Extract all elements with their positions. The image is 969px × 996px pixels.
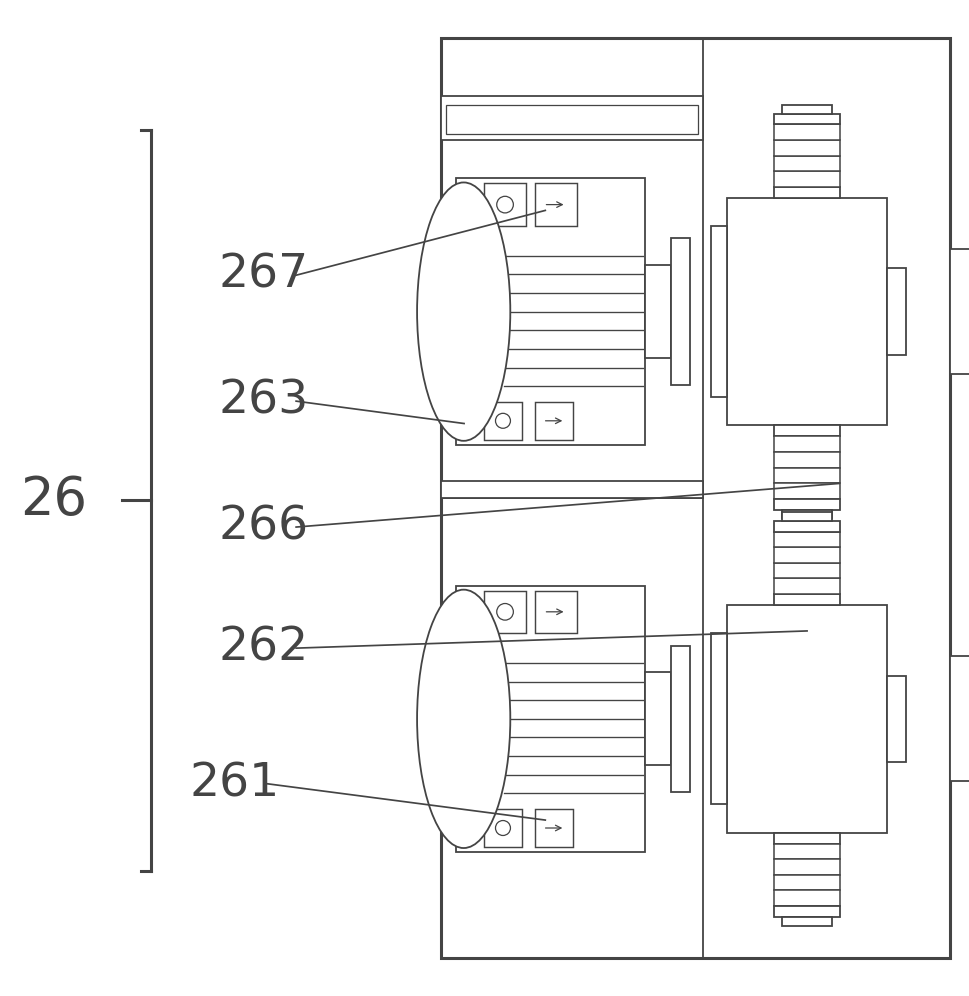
- Bar: [773, 452, 839, 467]
- Bar: [455, 178, 644, 445]
- Circle shape: [495, 821, 510, 836]
- Bar: [773, 187, 839, 198]
- Bar: [710, 226, 727, 397]
- Bar: [484, 183, 525, 226]
- Bar: [773, 467, 839, 483]
- Bar: [773, 140, 839, 155]
- Bar: [773, 124, 839, 140]
- Bar: [773, 425, 839, 436]
- Bar: [441, 38, 949, 958]
- Text: 267: 267: [218, 253, 308, 298]
- Bar: [535, 809, 572, 848]
- Bar: [949, 249, 969, 374]
- Bar: [710, 633, 727, 804]
- Text: 266: 266: [218, 505, 308, 550]
- Bar: [773, 155, 839, 171]
- Ellipse shape: [417, 182, 510, 441]
- Bar: [773, 890, 839, 906]
- Text: 262: 262: [218, 625, 308, 670]
- Bar: [773, 499, 839, 510]
- Bar: [773, 521, 839, 532]
- Bar: [949, 656, 969, 782]
- Bar: [484, 809, 521, 848]
- Bar: [773, 579, 839, 594]
- Bar: [773, 860, 839, 874]
- Bar: [535, 591, 577, 633]
- Bar: [671, 238, 689, 384]
- Bar: [773, 844, 839, 860]
- Bar: [535, 183, 577, 226]
- Bar: [773, 532, 839, 547]
- Bar: [773, 563, 839, 579]
- Bar: [773, 483, 839, 499]
- Bar: [644, 265, 671, 359]
- Bar: [782, 510, 830, 519]
- Bar: [484, 591, 525, 633]
- Ellipse shape: [417, 590, 510, 848]
- Bar: [773, 171, 839, 187]
- Bar: [773, 547, 839, 563]
- Text: 26: 26: [20, 474, 87, 526]
- Text: 261: 261: [189, 761, 279, 806]
- Bar: [455, 586, 644, 852]
- Bar: [671, 645, 689, 792]
- Bar: [484, 401, 521, 440]
- Bar: [441, 480, 703, 498]
- Circle shape: [495, 413, 510, 428]
- Bar: [773, 874, 839, 890]
- Bar: [886, 268, 905, 355]
- Circle shape: [496, 196, 513, 213]
- Bar: [782, 105, 830, 114]
- Circle shape: [496, 604, 513, 621]
- Bar: [773, 906, 839, 917]
- Bar: [782, 512, 830, 521]
- Bar: [535, 401, 572, 440]
- Bar: [773, 114, 839, 124]
- Bar: [773, 594, 839, 605]
- Bar: [446, 105, 698, 133]
- Bar: [773, 833, 839, 844]
- Bar: [773, 436, 839, 452]
- Bar: [441, 96, 703, 139]
- Bar: [782, 917, 830, 925]
- Bar: [886, 675, 905, 762]
- Bar: [644, 672, 671, 766]
- Bar: [727, 198, 886, 425]
- Bar: [727, 605, 886, 833]
- Text: 263: 263: [218, 378, 308, 423]
